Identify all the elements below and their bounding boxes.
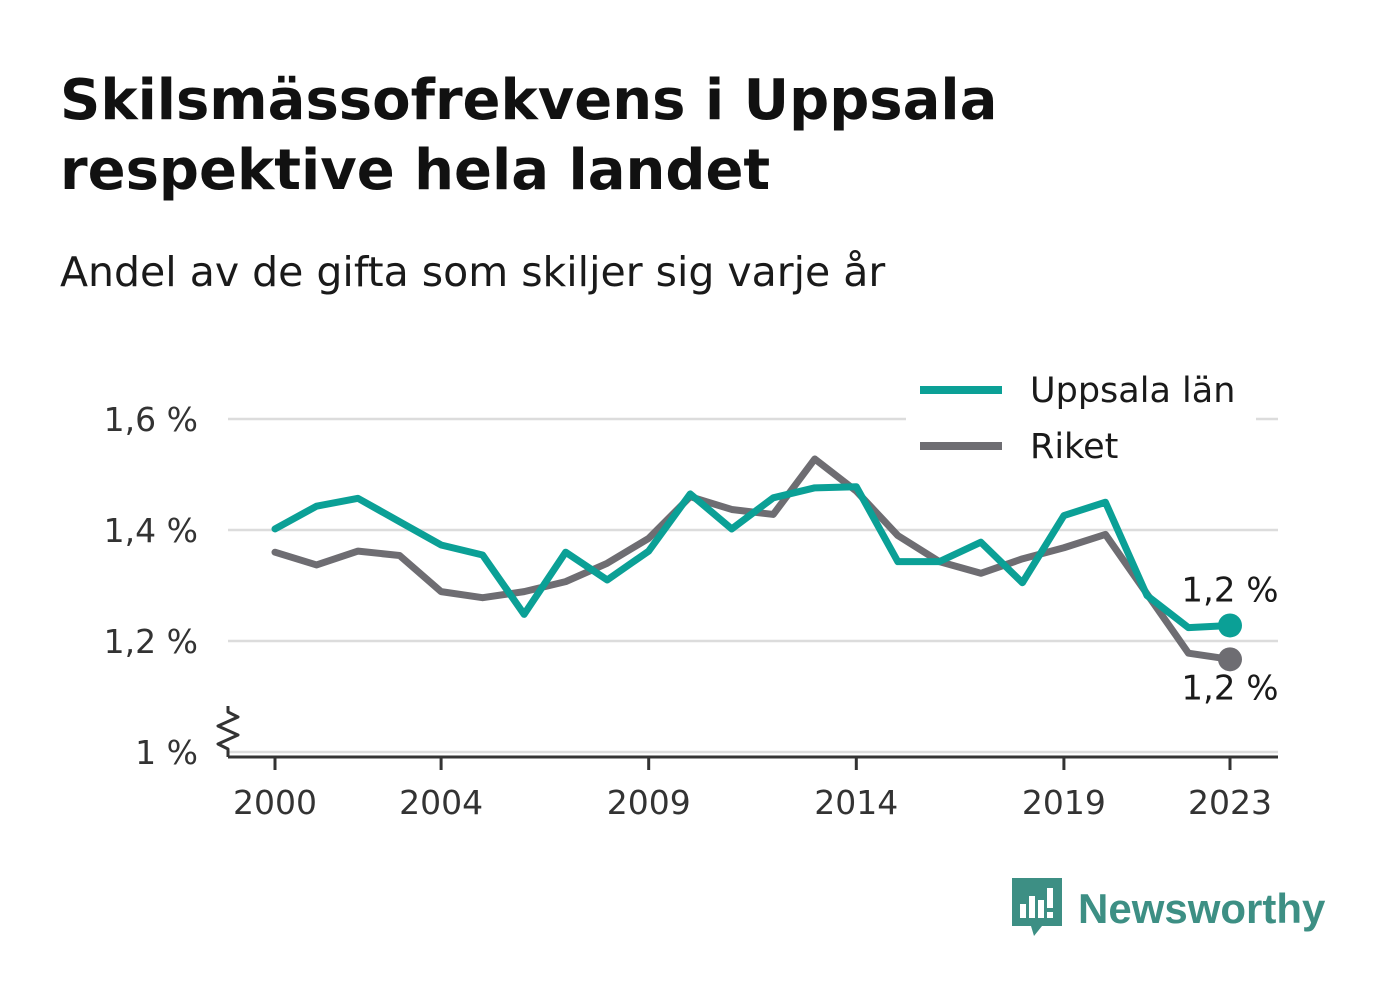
y-tick-label: 1,2 % [104, 622, 198, 661]
axes: 1 % 1,2 % 1,4 % 1,6 % 2000 2004 2009 2014 2019 20… [104, 400, 1278, 822]
x-tick-label: 2000 [233, 783, 317, 822]
axis-break-icon [216, 706, 240, 757]
series-lines [271, 455, 1242, 672]
series-end-point [1218, 647, 1242, 672]
x-tick-label: 2009 [607, 783, 691, 822]
end-labels: 1,2 % 1,2 % [1181, 570, 1278, 708]
series-end-point [1218, 613, 1242, 638]
series-end-label: 1,2 % [1181, 570, 1278, 610]
chart-subtitle: Andel av de gifta som skiljer sig varje … [60, 248, 886, 296]
x-tick-label: 2023 [1188, 783, 1272, 822]
legend: Uppsala län Riket [906, 368, 1256, 478]
x-tick-label: 2019 [1022, 783, 1106, 822]
legend-label: Riket [1030, 427, 1118, 467]
series-line [271, 455, 1234, 663]
y-tick-label: 1,6 % [104, 400, 198, 439]
newsworthy-logo: Newsworthy [1012, 878, 1325, 940]
series-end-label: 1,2 % [1181, 668, 1278, 708]
y-tick-label: 1,4 % [104, 511, 198, 550]
y-tick-label: 1 % [135, 733, 198, 772]
newsworthy-bars-icon [1012, 878, 1062, 936]
series-line [271, 483, 1234, 632]
x-tick-label: 2004 [399, 783, 483, 822]
x-tick-label: 2014 [814, 783, 898, 822]
legend-label: Uppsala län [1030, 371, 1235, 411]
chart-title: Skilsmässofrekvens i Uppsala respektive … [60, 68, 998, 203]
brand-name: Newsworthy [1078, 885, 1326, 932]
